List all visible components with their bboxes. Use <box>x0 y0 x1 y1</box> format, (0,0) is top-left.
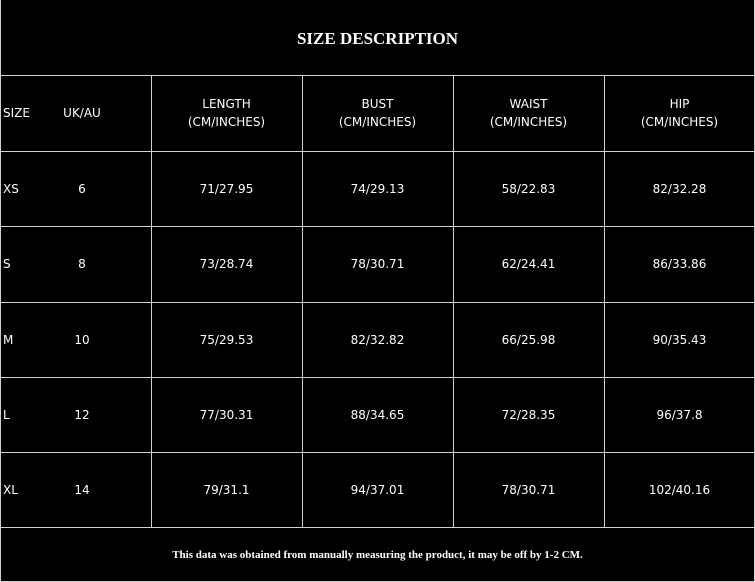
row-uk-au: 8 <box>78 257 86 271</box>
row-uk-au: 12 <box>74 407 90 422</box>
column-name: HIP <box>669 97 690 111</box>
column-unit: (CM/INCHES) <box>187 115 266 129</box>
column-divider <box>302 75 303 527</box>
column-divider <box>453 75 454 527</box>
table-cell: 102/40.16 <box>648 482 711 497</box>
table-cell: 86/33.86 <box>652 257 707 271</box>
table-cell: 88/34.65 <box>350 407 405 422</box>
table-cell: 78/30.71 <box>350 257 405 271</box>
row-divider <box>0 226 755 227</box>
row-divider <box>0 377 755 378</box>
column-unit: (CM/INCHES) <box>338 115 417 129</box>
row-size: M <box>3 332 14 347</box>
table-cell: 71/27.95 <box>199 181 254 196</box>
column-unit: (CM/INCHES) <box>489 115 568 129</box>
table-cell: 72/28.35 <box>501 407 556 422</box>
header-length: LENGTH (CM/INCHES) <box>151 75 302 151</box>
table-cell: 58/22.83 <box>501 181 556 196</box>
row-divider <box>0 452 755 453</box>
column-unit: (CM/INCHES) <box>640 115 719 129</box>
header-waist: WAIST (CM/INCHES) <box>453 75 604 151</box>
table-cell: 82/32.82 <box>350 332 405 347</box>
table-cell: 79/31.1 <box>203 482 250 497</box>
header-hip: HIP (CM/INCHES) <box>604 75 755 151</box>
row-divider <box>0 75 755 76</box>
row-size: XS <box>3 181 19 196</box>
column-name: BUST <box>361 97 394 111</box>
header-bust: BUST (CM/INCHES) <box>302 75 453 151</box>
table-cell: 66/25.98 <box>501 332 556 347</box>
row-uk-au: 10 <box>74 332 90 347</box>
column-name: LENGTH <box>202 97 251 111</box>
column-name: WAIST <box>509 97 548 111</box>
column-divider <box>604 75 605 527</box>
table-cell: 78/30.71 <box>501 482 556 497</box>
table-cell: 96/37.8 <box>656 407 703 422</box>
header-size: SIZE <box>3 106 30 120</box>
table-cell: 75/29.53 <box>199 332 254 347</box>
header-uk-au: UK/AU <box>63 106 101 120</box>
table-border <box>0 0 1 582</box>
row-divider <box>0 302 755 303</box>
table-cell: 82/32.28 <box>652 181 707 196</box>
row-size: S <box>3 257 11 271</box>
table-cell: 62/24.41 <box>501 257 556 271</box>
row-size: XL <box>3 482 18 497</box>
row-uk-au: 6 <box>78 181 86 196</box>
chart-title: SIZE DESCRIPTION <box>296 29 459 48</box>
row-divider <box>0 527 755 528</box>
table-cell: 77/30.31 <box>199 407 254 422</box>
row-uk-au: 14 <box>74 482 90 497</box>
table-cell: 90/35.43 <box>652 332 707 347</box>
measurement-note: This data was obtained from manually mea… <box>172 549 583 561</box>
row-size: L <box>3 407 10 422</box>
column-divider <box>151 75 152 527</box>
table-cell: 73/28.74 <box>199 257 254 271</box>
table-cell: 74/29.13 <box>350 181 405 196</box>
table-cell: 94/37.01 <box>350 482 405 497</box>
row-divider <box>0 151 755 152</box>
